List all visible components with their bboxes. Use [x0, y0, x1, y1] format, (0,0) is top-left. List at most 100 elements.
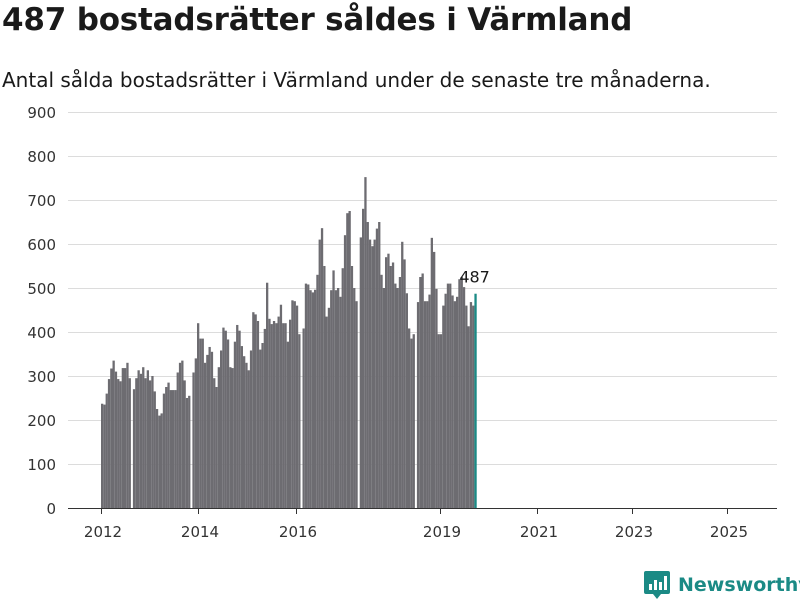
- bar: [320, 228, 324, 508]
- chart-title: 487 bostadsrätter såldes i Värmland: [2, 2, 633, 38]
- bar: [444, 293, 447, 508]
- bar: [155, 409, 159, 508]
- bar: [467, 326, 470, 508]
- bar: [387, 253, 390, 508]
- brand-name: Newsworthy: [678, 574, 800, 596]
- bar: [135, 378, 138, 508]
- bar: [279, 304, 283, 508]
- bar: [160, 413, 163, 508]
- bar: [426, 301, 429, 508]
- bar: [174, 390, 177, 508]
- bar: [453, 301, 456, 508]
- bar: [252, 312, 255, 508]
- bar: [249, 350, 253, 508]
- x-tick-label: 2023: [615, 523, 653, 541]
- bar: [272, 321, 276, 508]
- bar: [137, 370, 140, 508]
- bar: [144, 378, 147, 508]
- bar: [314, 289, 317, 508]
- bar: [238, 330, 241, 508]
- bar: [343, 235, 347, 508]
- y-axis-tick-labels: 0 100 200 300 400 500 600 700 800 900: [27, 104, 56, 518]
- bar: [366, 222, 369, 508]
- x-tick-label: 2021: [520, 523, 558, 541]
- bar: [465, 305, 468, 508]
- bar: [389, 266, 392, 508]
- bar: [254, 314, 257, 508]
- bar: [231, 368, 234, 508]
- y-tick-label: 600: [27, 236, 56, 254]
- bar: [151, 376, 154, 508]
- x-axis-ticks: 2012 2014 2016 2019 2021 2023 2025: [84, 508, 748, 541]
- bar: [405, 293, 408, 508]
- bar: [188, 395, 191, 508]
- bar: [353, 288, 356, 508]
- bar: [259, 349, 262, 508]
- brand-logo: Newsworthy: [643, 569, 800, 601]
- bar: [153, 391, 156, 508]
- bar: [165, 387, 168, 508]
- bar: [261, 343, 264, 508]
- bar: [359, 237, 362, 508]
- bar: [458, 279, 461, 508]
- bar: [149, 380, 152, 508]
- bar: [206, 354, 209, 508]
- bar: [350, 266, 354, 508]
- x-tick-label: 2014: [181, 523, 219, 541]
- bar: [469, 302, 473, 508]
- bar: [185, 398, 189, 508]
- bar: [437, 334, 440, 508]
- bar: [428, 294, 431, 508]
- bar: [139, 373, 143, 508]
- bar: [334, 290, 337, 508]
- bar: [121, 368, 124, 508]
- bar: [224, 330, 227, 508]
- bar: [337, 288, 340, 508]
- bar: [368, 239, 372, 508]
- bar: [220, 350, 223, 508]
- bar: [240, 346, 243, 508]
- bar: [101, 403, 104, 508]
- bar: [233, 341, 237, 508]
- bar: [236, 324, 239, 508]
- bar: [192, 372, 195, 508]
- bar: [162, 393, 166, 508]
- bar: [112, 360, 115, 508]
- bar: [330, 290, 333, 508]
- bar: [382, 288, 385, 508]
- bar: [114, 371, 118, 508]
- bar: [213, 378, 216, 508]
- bar: [433, 251, 436, 509]
- x-tick-label: 2025: [710, 523, 748, 541]
- bar: [332, 270, 335, 508]
- bar: [339, 296, 342, 508]
- bar: [197, 323, 200, 508]
- bar: [430, 237, 433, 508]
- bar: [247, 370, 250, 508]
- bar: [103, 404, 106, 508]
- y-tick-label: 700: [27, 192, 56, 210]
- y-tick-label: 800: [27, 148, 56, 166]
- y-tick-label: 300: [27, 368, 56, 386]
- bar: [217, 367, 220, 508]
- chart-subtitle: Antal sålda bostadsrätter i Värmland und…: [2, 68, 711, 92]
- x-tick-label: 2012: [84, 523, 122, 541]
- bar: [203, 362, 207, 508]
- bar: [215, 387, 218, 508]
- bar: [181, 360, 184, 508]
- bar: [346, 213, 349, 508]
- bar: [158, 415, 161, 508]
- bar: [167, 382, 170, 508]
- bar: [442, 305, 445, 508]
- bar: [307, 284, 310, 508]
- bar: [416, 302, 420, 508]
- bar: [380, 274, 383, 508]
- bar: [282, 323, 285, 508]
- y-tick-label: 200: [27, 412, 56, 430]
- bar: [462, 287, 466, 508]
- bar: [439, 334, 443, 508]
- bar: [119, 381, 122, 508]
- bar: [289, 319, 292, 508]
- bars: [101, 177, 477, 509]
- y-tick-label: 0: [46, 500, 56, 518]
